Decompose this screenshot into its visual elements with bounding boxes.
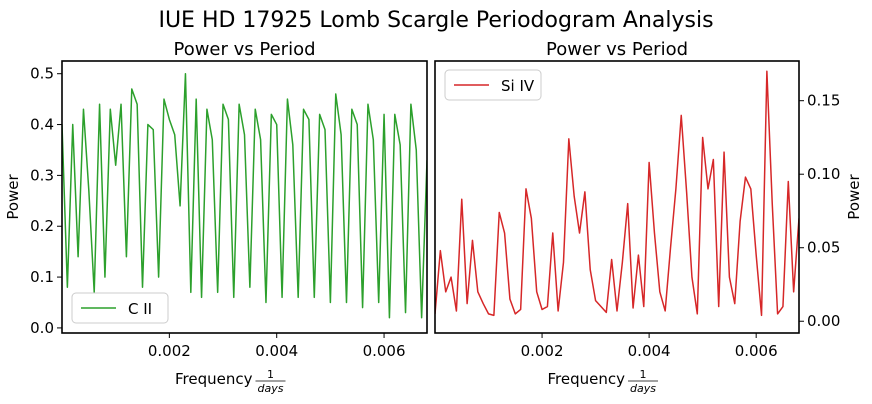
chart-title: Power vs Period <box>546 39 688 60</box>
x-axis-fraction-numerator: 1 <box>640 368 647 381</box>
y-tick-label: 0.15 <box>807 92 840 110</box>
chart-panel-1: Power vs Period 0.002 0.004 0.006 0.0 0.1 0.2 0… <box>4 39 428 395</box>
y-tick-label: 0.5 <box>30 65 54 83</box>
y-tick-label: 0.1 <box>30 268 54 286</box>
legend-box <box>71 292 169 324</box>
y-tick-label: 0.4 <box>30 116 54 134</box>
x-tick-label: 0.004 <box>628 342 671 360</box>
x-tick-label: 0.004 <box>255 342 298 360</box>
x-tick-label: 0.002 <box>148 342 191 360</box>
x-axis-label: Frequency <box>175 370 253 388</box>
y-tick-label: 0.3 <box>30 166 54 184</box>
x-axis-fraction-denominator: days <box>258 382 284 395</box>
y-axis-label: Power <box>845 173 863 219</box>
legend-label: C II <box>128 300 152 318</box>
figure-suptitle: IUE HD 17925 Lomb Scargle Periodogram An… <box>158 8 713 33</box>
plot-frame <box>434 60 800 334</box>
series-line-c-ii <box>62 72 427 319</box>
chart-panel-2: Power vs Period 0.002 0.004 0.006 0.00 0.05 0.… <box>434 39 863 395</box>
legend-label: Si IV <box>501 77 535 95</box>
y-tick-label: 0.10 <box>807 165 840 183</box>
chart-title: Power vs Period <box>173 39 315 60</box>
y-tick-label: 0.0 <box>30 319 54 337</box>
x-tick-label: 0.002 <box>521 342 564 360</box>
x-axis-label: Frequency <box>548 370 626 388</box>
y-tick-label: 0.05 <box>807 239 840 257</box>
y-tick-label: 0.00 <box>807 312 840 330</box>
plot-frame <box>61 60 428 334</box>
x-axis-fraction-denominator: days <box>630 382 656 395</box>
y-axis-label: Power <box>4 173 22 219</box>
y-tick-label: 0.2 <box>30 217 54 235</box>
x-tick-label: 0.006 <box>735 342 778 360</box>
legend-box <box>444 69 542 101</box>
series-line-si-iv <box>435 70 799 317</box>
x-axis-fraction-numerator: 1 <box>267 368 274 381</box>
x-tick-label: 0.006 <box>363 342 406 360</box>
